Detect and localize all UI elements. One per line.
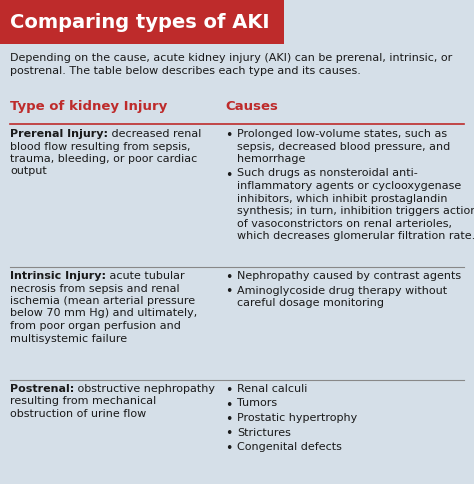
Text: resulting from mechanical: resulting from mechanical xyxy=(10,396,156,407)
Text: Renal calculi: Renal calculi xyxy=(237,384,307,394)
Text: •: • xyxy=(225,384,232,397)
Text: multisystemic failure: multisystemic failure xyxy=(10,333,127,344)
Text: sepsis, decreased blood pressure, and: sepsis, decreased blood pressure, and xyxy=(237,141,450,151)
Text: Postrenal:: Postrenal: xyxy=(10,384,74,394)
Text: •: • xyxy=(225,427,232,440)
Text: trauma, bleeding, or poor cardiac: trauma, bleeding, or poor cardiac xyxy=(10,154,197,164)
Text: Prerenal Injury:: Prerenal Injury: xyxy=(10,129,108,139)
Text: Type of kidney Injury: Type of kidney Injury xyxy=(10,100,167,113)
Text: postrenal. The table below describes each type and its causes.: postrenal. The table below describes eac… xyxy=(10,66,361,76)
Text: Such drugs as nonsteroidal anti-: Such drugs as nonsteroidal anti- xyxy=(237,168,418,179)
Text: from poor organ perfusion and: from poor organ perfusion and xyxy=(10,321,181,331)
Text: obstructive nephropathy: obstructive nephropathy xyxy=(74,384,215,394)
Text: below 70 mm Hg) and ultimately,: below 70 mm Hg) and ultimately, xyxy=(10,308,197,318)
Text: •: • xyxy=(225,271,232,284)
Text: •: • xyxy=(225,129,232,142)
Text: ischemia (mean arterial pressure: ischemia (mean arterial pressure xyxy=(10,296,195,306)
Text: Prolonged low-volume states, such as: Prolonged low-volume states, such as xyxy=(237,129,447,139)
Text: Congenital defects: Congenital defects xyxy=(237,442,342,452)
Text: Depending on the cause, acute kidney injury (AKI) can be prerenal, intrinsic, or: Depending on the cause, acute kidney inj… xyxy=(10,53,452,63)
Text: Tumors: Tumors xyxy=(237,398,277,408)
Text: acute tubular: acute tubular xyxy=(106,271,185,281)
Text: inhibitors, which inhibit prostaglandin: inhibitors, which inhibit prostaglandin xyxy=(237,194,447,203)
Text: Prostatic hypertrophy: Prostatic hypertrophy xyxy=(237,413,357,423)
Text: Strictures: Strictures xyxy=(237,427,291,438)
Text: •: • xyxy=(225,442,232,455)
Text: obstruction of urine flow: obstruction of urine flow xyxy=(10,409,146,419)
Text: •: • xyxy=(225,413,232,426)
Text: Causes: Causes xyxy=(225,100,278,113)
Text: •: • xyxy=(225,168,232,182)
Text: inflammatory agents or cyclooxygenase: inflammatory agents or cyclooxygenase xyxy=(237,181,461,191)
Bar xyxy=(0,0,284,44)
Text: careful dosage monitoring: careful dosage monitoring xyxy=(237,298,384,308)
Text: of vasoconstrictors on renal arterioles,: of vasoconstrictors on renal arterioles, xyxy=(237,218,452,228)
Text: output: output xyxy=(10,166,47,177)
Text: •: • xyxy=(225,398,232,411)
Text: decreased renal: decreased renal xyxy=(108,129,201,139)
Text: Comparing types of AKI: Comparing types of AKI xyxy=(10,13,270,31)
Text: Aminoglycoside drug therapy without: Aminoglycoside drug therapy without xyxy=(237,286,447,296)
Text: Intrinsic Injury:: Intrinsic Injury: xyxy=(10,271,106,281)
Text: which decreases glomerular filtration rate.: which decreases glomerular filtration ra… xyxy=(237,231,474,241)
Text: blood flow resulting from sepsis,: blood flow resulting from sepsis, xyxy=(10,141,191,151)
Text: necrosis from sepsis and renal: necrosis from sepsis and renal xyxy=(10,284,180,293)
Text: Nephropathy caused by contrast agents: Nephropathy caused by contrast agents xyxy=(237,271,461,281)
Text: synthesis; in turn, inhibition triggers action: synthesis; in turn, inhibition triggers … xyxy=(237,206,474,216)
Text: •: • xyxy=(225,286,232,299)
Text: hemorrhage: hemorrhage xyxy=(237,154,305,164)
